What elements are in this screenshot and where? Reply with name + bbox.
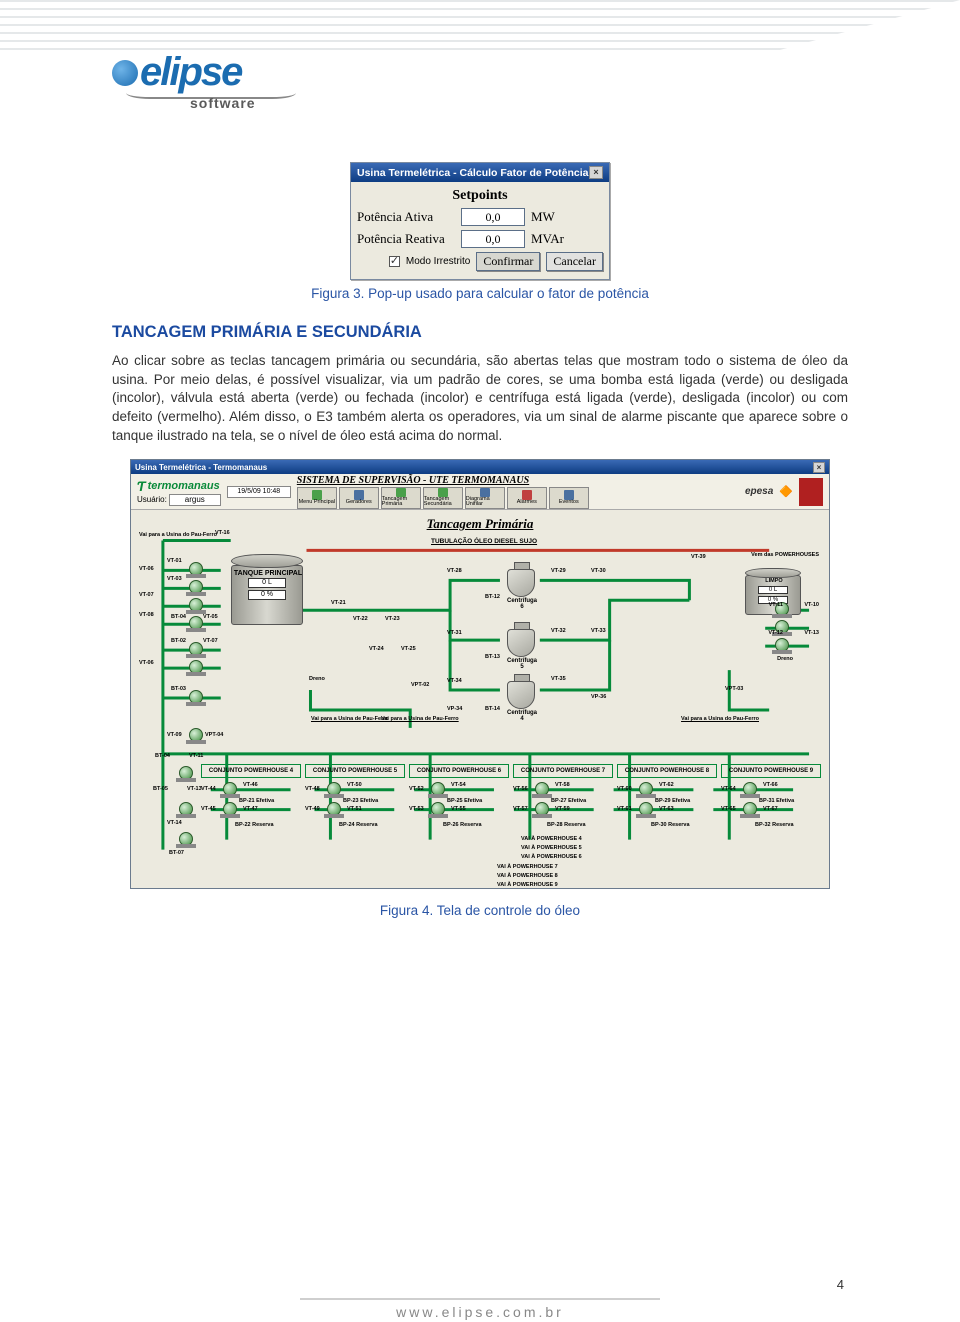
link-usina-2: Vai para a Usina de Pau-Ferro bbox=[311, 716, 389, 722]
timestamp: 19/5/09 10:48 bbox=[227, 486, 291, 498]
footer-url: www.elipse.com.br bbox=[0, 1304, 960, 1320]
section-heading: TANCAGEM PRIMÁRIA E SECUNDÁRIA bbox=[112, 323, 848, 342]
nav-tancagem-secundaria[interactable]: Tancagem Secundária bbox=[423, 487, 463, 509]
logo-name: elipse bbox=[140, 50, 241, 95]
pump-icon bbox=[635, 802, 657, 820]
nav-tancagem-primaria[interactable]: Tancagem Primária bbox=[381, 487, 421, 509]
tank-main-label: TANQUE PRINCIPAL bbox=[232, 570, 304, 577]
scada-title-text: Usina Termelétrica - Termomanaus bbox=[135, 463, 267, 472]
usuario-label: Usuário: bbox=[137, 495, 167, 504]
scada-toolbar: Ƭ termomanaus Usuário: argus 19/5/09 10:… bbox=[131, 474, 829, 510]
tank-main-percent: 0 % bbox=[248, 590, 286, 600]
label-vai-usina: Vai para a Usina do Pau-Ferro bbox=[139, 532, 217, 538]
setpoints-dialog: Usina Termelétrica - Cálculo Fator de Po… bbox=[350, 162, 610, 280]
pump-icon bbox=[531, 802, 553, 820]
potencia-ativa-input[interactable]: 0,0 bbox=[461, 208, 525, 226]
pump-icon bbox=[185, 580, 207, 598]
pump-icon bbox=[185, 660, 207, 678]
potencia-ativa-unit: MW bbox=[529, 209, 555, 225]
figure3-caption: Figura 3. Pop-up usado para calcular o f… bbox=[112, 286, 848, 301]
conjunto-7: CONJUNTO POWERHOUSE 7 bbox=[513, 764, 613, 778]
modo-irrestrito-label: Modo Irrestrito bbox=[406, 256, 470, 267]
logo-dot-icon bbox=[112, 60, 138, 86]
tank-main-litres: 0 L bbox=[248, 578, 286, 588]
decorative-stripes bbox=[0, 0, 960, 50]
close-icon[interactable]: × bbox=[813, 462, 825, 473]
pump-icon bbox=[635, 782, 657, 800]
conjunto-8: CONJUNTO POWERHOUSE 8 bbox=[617, 764, 717, 778]
brand-text: termomanaus bbox=[148, 480, 220, 492]
conjunto-9: CONJUNTO POWERHOUSE 9 bbox=[721, 764, 821, 778]
scada-titlebar: Usina Termelétrica - Termomanaus × bbox=[131, 460, 829, 474]
modo-irrestrito-checkbox[interactable] bbox=[389, 256, 400, 267]
logo-subtitle: software bbox=[190, 95, 296, 111]
nav-diagrama-unifilar[interactable]: Diagrama Unifilar bbox=[465, 487, 505, 509]
potencia-reativa-input[interactable]: 0,0 bbox=[461, 230, 525, 248]
conjunto-6: CONJUNTO POWERHOUSE 6 bbox=[409, 764, 509, 778]
dialog-title-text: Usina Termelétrica - Cálculo Fator de Po… bbox=[357, 167, 588, 179]
label-vem-powerhouses: Vem das POWERHOUSES bbox=[751, 552, 819, 558]
pump-icon bbox=[185, 690, 207, 708]
tank-clean-litres: 0 L bbox=[758, 586, 788, 594]
body-paragraph: Ao clicar sobre as teclas tancagem primá… bbox=[112, 352, 848, 445]
conjunto-4: CONJUNTO POWERHOUSE 4 bbox=[201, 764, 301, 778]
nav-buttons: Menu Principal Geradores Tancagem Primár… bbox=[297, 487, 739, 509]
pump-icon bbox=[739, 782, 761, 800]
pump-icon bbox=[323, 802, 345, 820]
conjunto-5: CONJUNTO POWERHOUSE 5 bbox=[305, 764, 405, 778]
page-number: 4 bbox=[837, 1277, 844, 1292]
centrifuga-6: Centrífuga 6 bbox=[507, 562, 537, 596]
pump-icon bbox=[739, 802, 761, 820]
termomanaus-logo: Ƭ termomanaus bbox=[137, 478, 221, 494]
footer-divider bbox=[300, 1298, 660, 1300]
pump-icon bbox=[175, 766, 197, 784]
pump-icon bbox=[219, 782, 241, 800]
pump-icon bbox=[185, 728, 207, 746]
pump-icon bbox=[185, 642, 207, 660]
pump-icon bbox=[427, 782, 449, 800]
cancelar-button[interactable]: Cancelar bbox=[546, 252, 603, 271]
benco-logo bbox=[799, 478, 823, 506]
centrifuga-5: Centrífuga 5 bbox=[507, 622, 537, 656]
epesa-logo: epesa bbox=[745, 486, 773, 497]
nav-geradores[interactable]: Geradores bbox=[339, 487, 379, 509]
potencia-reativa-unit: MVAr bbox=[529, 231, 564, 247]
nav-menu-principal[interactable]: Menu Principal bbox=[297, 487, 337, 509]
potencia-reativa-label: Potência Reativa bbox=[357, 231, 457, 247]
confirmar-button[interactable]: Confirmar bbox=[476, 252, 540, 271]
pump-icon bbox=[427, 802, 449, 820]
dialog-heading: Setpoints bbox=[357, 186, 603, 208]
link-usina-3: Vai para a Usina do Pau-Ferro bbox=[681, 716, 759, 722]
dreno-label: Dreno bbox=[309, 676, 325, 682]
pump-icon bbox=[771, 638, 793, 656]
usuario-field[interactable]: argus bbox=[169, 494, 221, 506]
potencia-ativa-label: Potência Ativa bbox=[357, 209, 457, 225]
nav-eventos[interactable]: Eventos bbox=[549, 487, 589, 509]
pump-icon bbox=[185, 562, 207, 580]
close-icon[interactable]: × bbox=[589, 166, 603, 179]
pump-icon bbox=[219, 802, 241, 820]
pump-icon bbox=[531, 782, 553, 800]
system-title: SISTEMA DE SUPERVISÃO - UTE TERMOMANAUS bbox=[297, 475, 739, 486]
centrifuga-4: Centrífuga 4 bbox=[507, 674, 537, 708]
tanque-principal: TANQUE PRINCIPAL 0 L 0 % bbox=[231, 554, 303, 632]
scada-canvas: Tancagem Primária bbox=[131, 510, 829, 888]
figure4-caption: Figura 4. Tela de controle do óleo bbox=[112, 903, 848, 918]
dialog-titlebar: Usina Termelétrica - Cálculo Fator de Po… bbox=[351, 163, 609, 182]
link-usina-1: Vai para a Usina de Pau-Ferro bbox=[381, 716, 459, 722]
label-tubulacao: TUBULAÇÃO ÓLEO DIESEL SUJO bbox=[431, 538, 537, 545]
nav-alarmes[interactable]: Alarmes bbox=[507, 487, 547, 509]
pump-icon bbox=[175, 832, 197, 850]
pump-icon bbox=[175, 802, 197, 820]
company-logo: elipse software bbox=[112, 50, 296, 111]
scada-screenshot: Usina Termelétrica - Termomanaus × Ƭ ter… bbox=[130, 459, 830, 889]
pump-icon bbox=[323, 782, 345, 800]
